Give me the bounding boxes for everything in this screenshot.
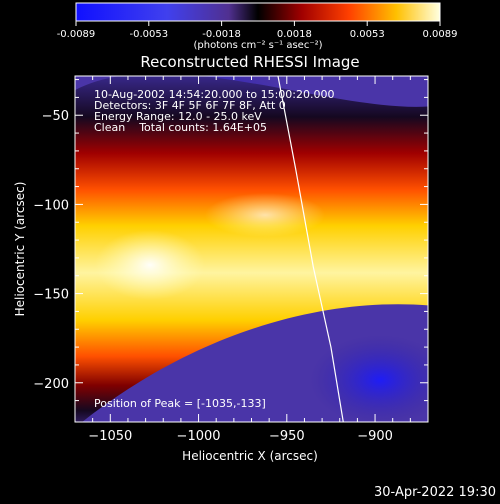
info-time: 10-Aug-2002 14:54:20.000 to 15:00:20.000 [94, 88, 335, 101]
axis-ticks: −1050 −1000 −950 −900 −50 −100 −150 −200 [33, 76, 428, 444]
colorbar-tick-label: -0.0053 [129, 29, 168, 40]
y-tick-label: −150 [33, 288, 69, 303]
emission-band [75, 76, 428, 422]
x-tick-label: −950 [269, 429, 305, 444]
y-tick-label: −50 [42, 109, 69, 124]
colorbar-tick-label: -0.0018 [202, 29, 241, 40]
chart-title: Reconstructed RHESSI Image [140, 53, 359, 71]
x-axis-title: Heliocentric X (arcsec) [182, 449, 318, 463]
info-energy: Energy Range: 12.0 - 25.0 keV [94, 110, 262, 123]
info-peak: Position of Peak = [-1035,-133] [94, 397, 266, 410]
colorbar-tick-label: 0.0018 [277, 29, 312, 40]
colorbar-unit-label: (photons cm⁻² s⁻¹ asec⁻²) [193, 40, 322, 51]
x-tick-label: −1000 [177, 429, 221, 444]
colorbar-tick-label: -0.0089 [57, 29, 96, 40]
colorbar-gradient [75, 2, 441, 22]
info-detectors: Detectors: 3F 4F 5F 6F 7F 8F, Att 0 [94, 99, 286, 112]
y-tick-label: −100 [33, 198, 69, 213]
y-tick-label: −200 [33, 377, 69, 392]
x-tick-label: −1050 [88, 429, 132, 444]
info-clean: Clean Total counts: 1.64E+05 [94, 121, 267, 134]
colorbar: -0.0089 -0.0053 -0.0018 0.0018 0.0053 0.0089 … [57, 2, 458, 51]
heatmap-image [75, 76, 428, 422]
solar-limb [277, 76, 344, 422]
colorbar-tick-label: 0.0053 [350, 29, 385, 40]
y-axis-title: Heliocentric Y (arcsec) [13, 182, 27, 317]
emission-peak [95, 230, 205, 300]
x-tick-label: −900 [357, 429, 393, 444]
colorbar-tick-label: 0.0089 [423, 29, 458, 40]
footer-date: 30-Apr-2022 19:30 [374, 485, 496, 500]
